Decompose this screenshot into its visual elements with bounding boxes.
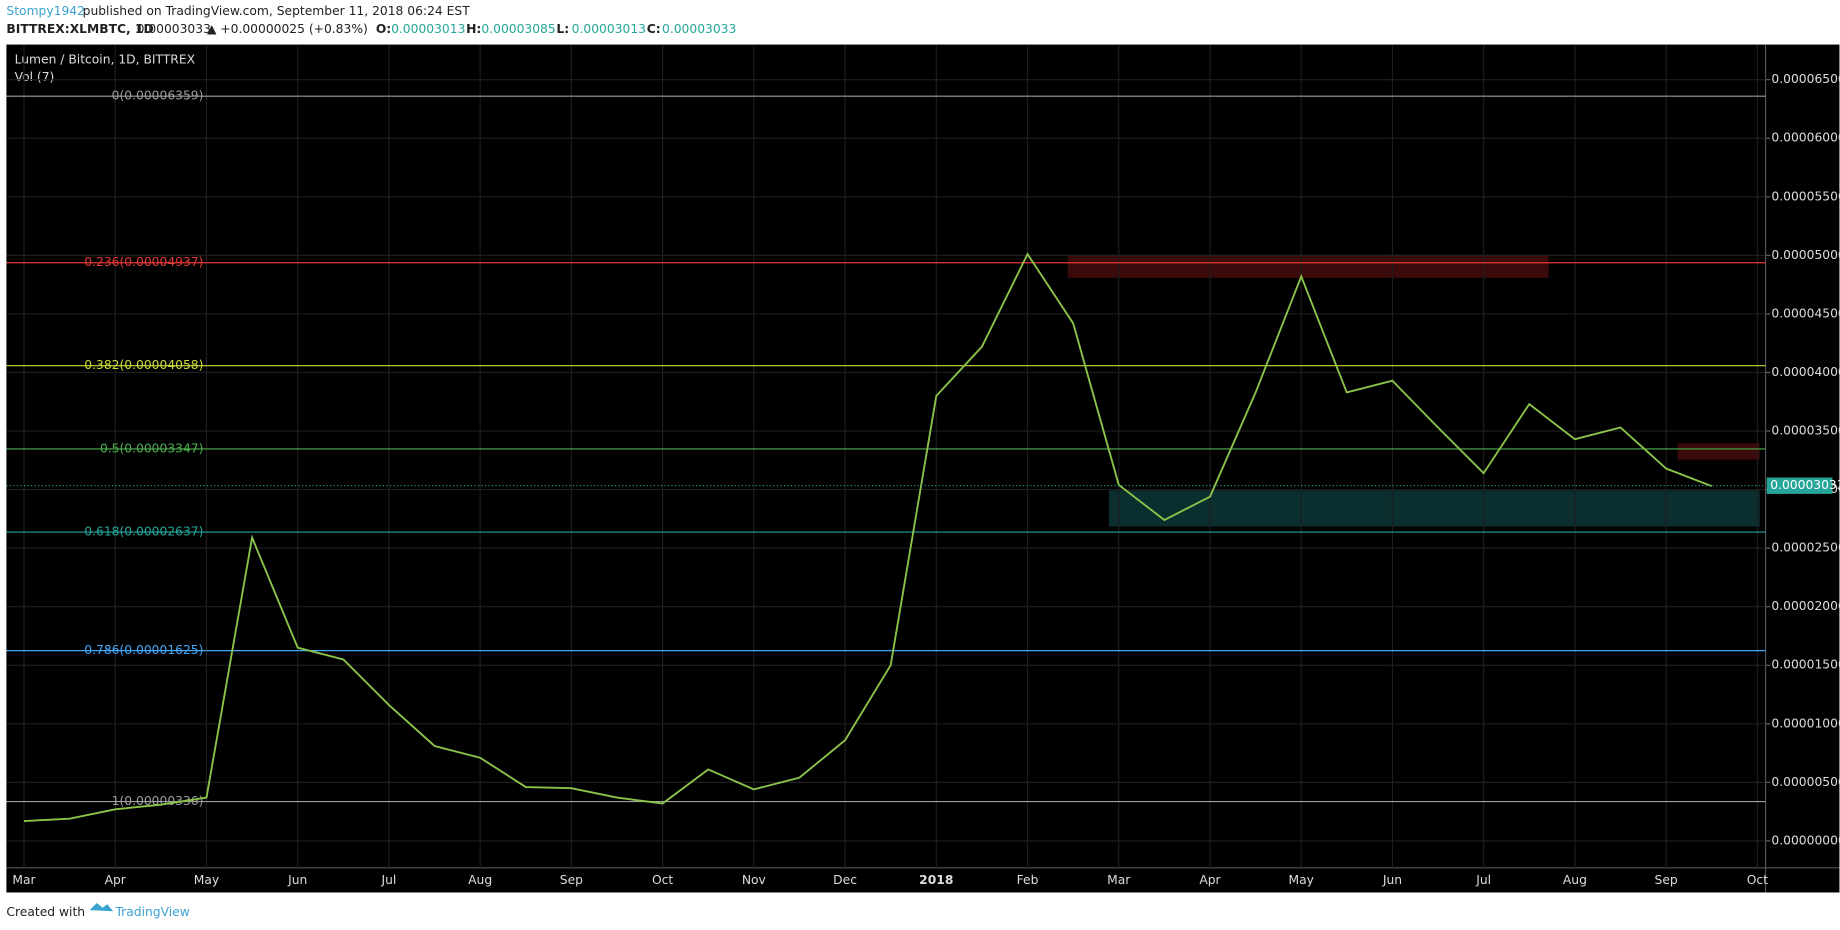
published: published on TradingView.com, September … (83, 4, 471, 18)
price: 0.00003033 (137, 22, 211, 36)
resistance-zone (1677, 443, 1760, 460)
plot-background (6, 44, 1840, 893)
author[interactable]: Stompy1942 (6, 4, 85, 18)
x-tick-label: Oct (1747, 873, 1768, 887)
y-tick-label: 0.00005500 (1771, 189, 1840, 203)
y-tick-label: 0.00001500 (1771, 658, 1840, 672)
x-tick-label: May (1288, 873, 1313, 887)
x-tick-label: Jun (287, 873, 307, 887)
fib-label: 0.5(0.00003347) (100, 441, 203, 455)
x-tick-label: Mar (1107, 873, 1131, 887)
ohlc-key: H: (466, 22, 481, 36)
last-price-box (1766, 477, 1833, 494)
chart-subtitle: Vol (7) (15, 70, 55, 84)
y-tick-label: 0.00003500 (1771, 424, 1840, 438)
x-tick-label: Jun (1382, 873, 1402, 887)
y-tick-label: 0.00001000 (1771, 716, 1840, 730)
logo (89, 903, 114, 912)
price-line (23, 252, 1713, 822)
y-tick-label: 0.00002500 (1771, 541, 1840, 555)
ohlc-value: 0.00003033 (662, 22, 736, 36)
fib-label: 1(0.00000336) (112, 794, 204, 808)
y-tick-label: 0.00004500 (1771, 306, 1840, 320)
x-tick-label: Aug (468, 873, 492, 887)
symbol: BITTREX:XLMBTC, 1D (6, 22, 153, 36)
ohlc-key: O: (376, 22, 391, 36)
ohlc-value: 0.00003085 (481, 22, 555, 36)
y-tick-label: 0.00004000 (1771, 365, 1840, 379)
y-tick-label: 0.00006500 (1771, 72, 1840, 86)
y-tick-label: 0.00002000 (1771, 599, 1840, 613)
fib-label: 0.786(0.00001625) (84, 643, 203, 657)
y-tick-label: 0.00005000 (1771, 248, 1840, 262)
footer-created: Created with (6, 905, 85, 919)
x-tick-label: Jul (381, 873, 397, 887)
x-tick-label: Feb (1017, 873, 1039, 887)
x-tick-label: Nov (742, 873, 766, 887)
change: ▲ +0.00000025 (+0.83%) (207, 22, 368, 36)
ohlc-key: L: (556, 22, 569, 36)
x-tick-label: Mar (12, 873, 36, 887)
y-tick-label: 0.00006000 (1771, 131, 1840, 145)
x-tick-label: May (194, 873, 219, 887)
resistance-zone (1067, 254, 1549, 278)
x-tick-label: 2018 (919, 873, 953, 887)
x-tick-label: Jul (1475, 873, 1491, 887)
x-tick-label: Sep (1655, 873, 1678, 887)
x-tick-label: Apr (105, 873, 127, 887)
x-tick-label: Sep (560, 873, 583, 887)
fib-label: 0.236(0.00004937) (84, 255, 203, 269)
chart-title: Lumen / Bitcoin, 1D, BITTREX (15, 52, 196, 66)
x-tick-label: Apr (1199, 873, 1221, 887)
x-tick-label: Dec (833, 873, 857, 887)
ohlc-value: 0.00003013 (391, 22, 465, 36)
support-zone (1108, 490, 1760, 527)
last-price-label: 0.00003033 (1770, 478, 1840, 492)
footer-brand[interactable]: TradingView (114, 905, 189, 919)
fib-label: 0.382(0.00004058) (84, 358, 203, 372)
ohlc-key: C: (647, 22, 661, 36)
fib-label: 0.618(0.00002637) (84, 525, 203, 539)
y-tick-label: 0.00000500 (1771, 775, 1840, 789)
fib-label: 0(0.00006359) (112, 89, 204, 103)
x-tick-label: Oct (652, 873, 673, 887)
y-tick-label: 0.00000000 (1771, 833, 1840, 847)
ohlc-value: 0.00003013 (572, 22, 646, 36)
x-tick-label: Aug (1563, 873, 1587, 887)
